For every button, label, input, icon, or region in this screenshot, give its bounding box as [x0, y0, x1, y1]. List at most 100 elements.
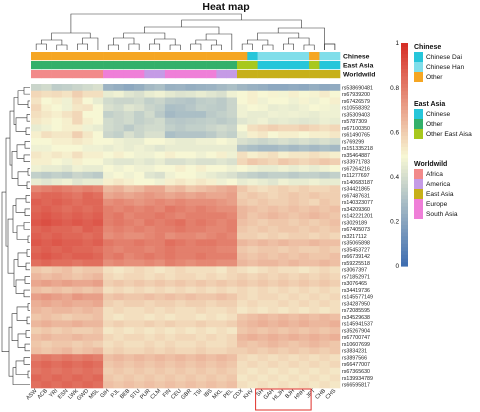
heatmap-cell: [51, 306, 63, 314]
heatmap-cell: [226, 212, 238, 220]
annotation-cell: [144, 52, 155, 61]
heatmap-cell: [31, 205, 42, 213]
heatmap-cell: [92, 198, 104, 206]
heatmap-cell: [175, 246, 186, 254]
heatmap-cell: [113, 84, 124, 92]
heatmap-cell: [175, 293, 186, 301]
heatmap-cell: [247, 212, 258, 220]
heatmap-cell: [278, 320, 289, 328]
heatmap-cell: [92, 84, 104, 92]
heatmap-cell: [257, 178, 269, 186]
heatmap-cell: [206, 293, 217, 301]
heatmap-cell: [92, 306, 104, 314]
heatmap-cell: [82, 171, 94, 179]
heatmap-cell: [195, 246, 207, 254]
heatmap-cell: [195, 198, 207, 206]
heatmap-cell: [309, 232, 320, 240]
heatmap-cell: [123, 246, 135, 254]
annotation-cell: [216, 52, 227, 61]
heatmap-cell: [278, 381, 289, 389]
heatmap-cell: [154, 259, 166, 267]
heatmap-cell: [92, 293, 104, 301]
colorbar-segment: [401, 258, 408, 263]
annotation-cell: [288, 70, 300, 79]
heatmap-cell: [216, 306, 227, 314]
heatmap-cell: [226, 320, 238, 328]
heatmap-cell: [31, 354, 42, 362]
heatmap-cell: [72, 279, 83, 287]
heatmap-cell: [61, 252, 73, 260]
heatmap-cell: [113, 185, 124, 193]
heatmap-cell: [144, 252, 155, 260]
heatmap-cell: [72, 212, 83, 220]
heatmap-cell: [267, 374, 279, 382]
heatmap-cell: [41, 205, 52, 213]
heatmap-cell: [257, 90, 269, 98]
annotation-cell: [237, 52, 248, 61]
heatmap-cell: [195, 360, 207, 369]
heatmap-cell: [123, 185, 135, 193]
heatmap-cell: [329, 165, 341, 173]
heatmap-cell: [144, 259, 155, 267]
heatmap-cell: [103, 239, 114, 247]
heatmap-cell: [175, 239, 186, 247]
annotation-cell: [226, 61, 238, 70]
heatmap-cell: [288, 90, 300, 98]
heatmap-cell: [175, 354, 186, 362]
row-label: rs67100350: [342, 126, 370, 132]
heatmap-cell: [41, 212, 52, 220]
legend-swatch: [414, 129, 423, 139]
heatmap-cell: [123, 90, 135, 98]
heatmap-cell: [206, 90, 217, 98]
heatmap-cell: [51, 212, 63, 220]
heatmap-cell: [319, 333, 330, 342]
heatmap-cell: [267, 313, 279, 321]
heatmap-cell: [226, 360, 238, 369]
colorbar-segment: [401, 46, 408, 52]
annotation-cell: [319, 52, 330, 61]
heatmap-cell: [195, 239, 207, 247]
heatmap-cell: [329, 347, 341, 355]
heatmap-cell: [31, 212, 42, 220]
heatmap-cell: [113, 300, 124, 308]
heatmap-cell: [41, 138, 52, 146]
heatmap-cell: [195, 333, 207, 342]
heatmap-cell: [257, 151, 269, 159]
heatmap-cell: [185, 171, 197, 179]
annotation-cell: [154, 70, 166, 79]
heatmap-cell: [216, 333, 227, 342]
heatmap-cell: [103, 313, 114, 321]
heatmap-cell: [257, 320, 269, 328]
heatmap-cell: [329, 97, 341, 105]
dendrogram-link: [25, 127, 30, 135]
heatmap-cell: [298, 158, 310, 166]
heatmap-cell: [206, 320, 217, 328]
heatmap-cell: [267, 286, 279, 294]
heatmap-cell: [226, 198, 238, 206]
heatmap-cell: [216, 84, 227, 92]
heatmap-cell: [154, 205, 166, 213]
heatmap-cell: [175, 131, 186, 139]
heatmap-cell: [164, 293, 176, 301]
annotation-cell: [123, 70, 135, 79]
heatmap-cell: [309, 192, 320, 200]
heatmap-cell: [195, 84, 207, 92]
heatmap-cell: [298, 273, 310, 281]
colorbar-segment: [401, 98, 408, 104]
heatmap-cell: [319, 367, 330, 375]
heatmap-cell: [92, 97, 104, 105]
heatmap-cell: [123, 347, 135, 355]
heatmap-cell: [123, 286, 135, 294]
heatmap-cell: [61, 381, 73, 389]
heatmap-cell: [298, 219, 310, 227]
annotation-cell: [247, 52, 258, 61]
heatmap-cell: [185, 178, 197, 186]
heatmap-cell: [61, 327, 73, 335]
heatmap-cell: [257, 259, 269, 267]
heatmap-cell: [144, 246, 155, 254]
column-label: STU: [129, 388, 141, 400]
heatmap-cell: [92, 117, 104, 125]
legend-swatch: [414, 52, 423, 62]
legend-swatch: [414, 209, 423, 219]
